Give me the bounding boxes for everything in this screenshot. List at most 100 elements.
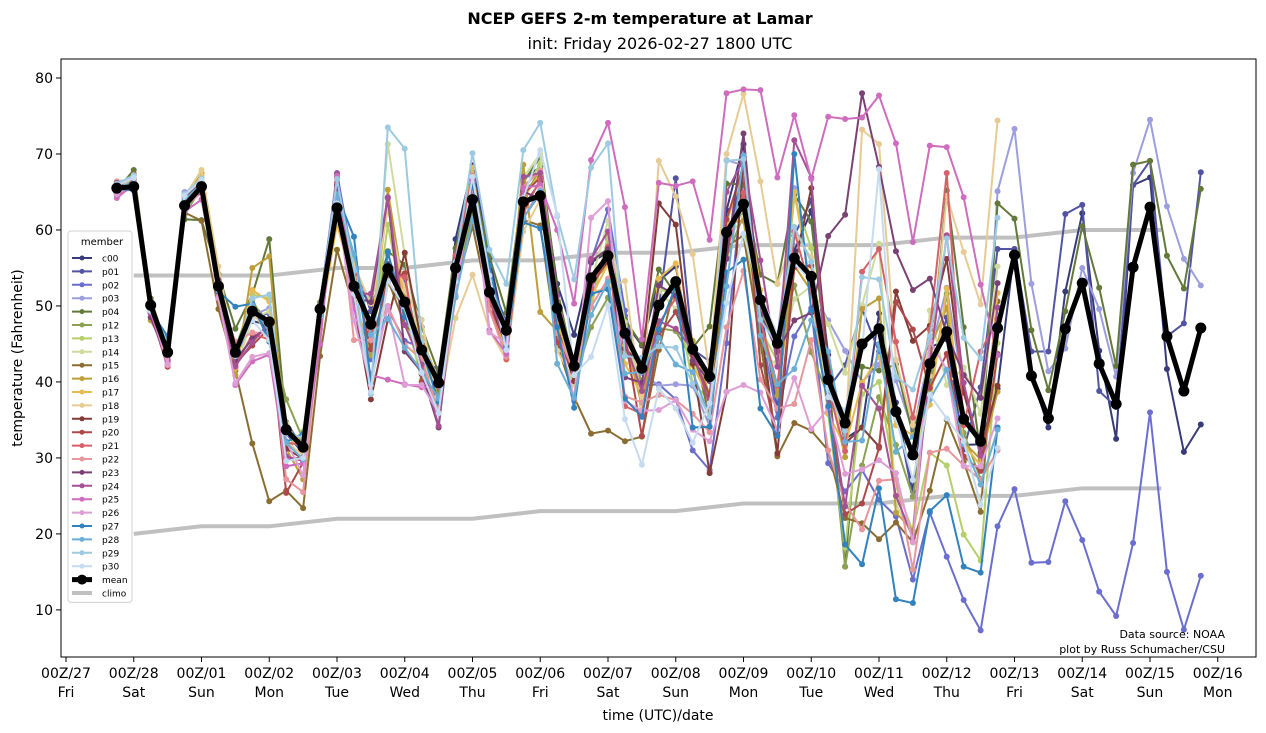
data-point-mean [687,343,699,355]
data-point-p23 [689,357,696,364]
data-point-p19 [672,221,679,228]
data-point-p25 [689,178,696,185]
data-point-p30 [367,388,374,395]
data-point-p26 [876,457,882,464]
legend-label-c00: c00 [102,255,119,265]
data-point-mean [534,190,546,202]
legend-title: member [81,237,124,248]
data-point-mean [1178,385,1190,397]
data-point-p27 [825,403,832,410]
data-point-p23 [740,130,747,137]
data-point-p04 [859,363,866,370]
data-point-p04 [1180,285,1187,292]
data-point-p16 [859,305,866,312]
data-point-p27 [791,150,798,157]
data-point-mean [585,272,597,284]
data-point-p26 [401,381,408,388]
legend-label-p01: p01 [102,268,119,278]
data-point-p28 [723,283,730,290]
data-point-p29 [926,333,933,340]
data-point-p24 [249,339,256,346]
data-point-p28 [571,394,578,401]
data-point-p28 [774,381,781,388]
data-point-p03 [1197,282,1204,289]
data-point-p02 [943,553,950,560]
data-point-p25 [588,157,595,164]
data-point-p28 [892,448,899,455]
data-point-p29 [520,147,527,154]
data-point-mean [704,371,716,383]
data-point-mean [941,326,953,338]
data-point-mean [890,406,902,418]
data-point-p27 [926,508,933,515]
data-point-p27 [689,424,696,431]
x-tick-label: 00Z/08 [651,666,701,682]
data-point-mean [822,374,834,386]
data-point-p26 [164,361,171,368]
data-point-p24 [757,257,764,264]
data-point-p03 [842,347,849,354]
data-point-mean [145,299,157,311]
data-point-mean [500,324,512,336]
y-tick-label: 10 [35,603,53,619]
legend-marker-p26 [79,510,85,516]
data-point-p18 [655,157,662,164]
data-point-p30 [689,439,696,446]
data-point-p15 [926,487,933,494]
data-point-p30 [977,502,984,509]
x-tick-day-label: Mon [254,685,284,701]
data-point-p27 [384,249,391,256]
x-tick-label: 00Z/16 [1193,666,1243,682]
data-point-p22 [300,489,307,496]
x-tick-day-label: Wed [389,685,420,701]
data-point-p28 [943,366,950,373]
data-point-p29 [791,223,798,230]
legend-label-p14: p14 [102,348,119,358]
data-point-p27 [621,395,628,402]
data-point-mean [1144,201,1156,213]
data-point-p03 [1180,255,1187,262]
data-point-p25 [808,176,815,183]
data-point-p28 [350,251,357,258]
data-point-p04 [1096,284,1103,291]
data-point-p18 [621,277,628,284]
data-point-p29 [571,276,578,283]
x-tick-label: 00Z/15 [1125,666,1175,682]
data-point-mean [467,194,478,206]
data-point-p23 [892,248,899,255]
data-point-p01 [994,245,1001,252]
data-point-mean [162,346,174,358]
data-point-p22 [249,329,256,336]
data-point-p29 [605,140,611,147]
data-point-mean [856,338,868,350]
data-point-p29 [672,344,679,351]
legend-label-p25: p25 [102,496,119,506]
legend-label-p13: p13 [102,335,119,345]
data-point-p27 [960,563,967,570]
data-point-p30 [706,400,713,407]
data-point-p03 [1163,203,1170,210]
y-tick-label: 40 [35,375,53,391]
legend-marker-p16 [79,376,85,382]
legend-label-p20: p20 [102,429,119,439]
x-tick-label: 00Z/10 [786,666,836,682]
data-point-mean [788,252,800,264]
data-point-p27 [638,413,645,420]
data-point-p20 [672,309,679,316]
data-point-p28 [655,334,662,341]
data-point-p20 [909,326,916,333]
legend-label-p28: p28 [102,536,119,546]
data-point-p22 [350,337,357,344]
data-point-p26 [588,214,595,221]
data-point-p02 [1130,540,1137,547]
data-point-p01 [1045,348,1052,355]
data-point-p30 [300,454,307,461]
data-point-mean [483,286,495,298]
data-point-p28 [588,312,595,319]
data-point-c00 [1045,424,1052,431]
data-point-p02 [994,523,1001,530]
legend-marker-p21 [79,443,85,449]
data-point-p26 [672,397,679,404]
data-point-c00 [1062,288,1069,295]
data-point-p18 [774,280,781,287]
